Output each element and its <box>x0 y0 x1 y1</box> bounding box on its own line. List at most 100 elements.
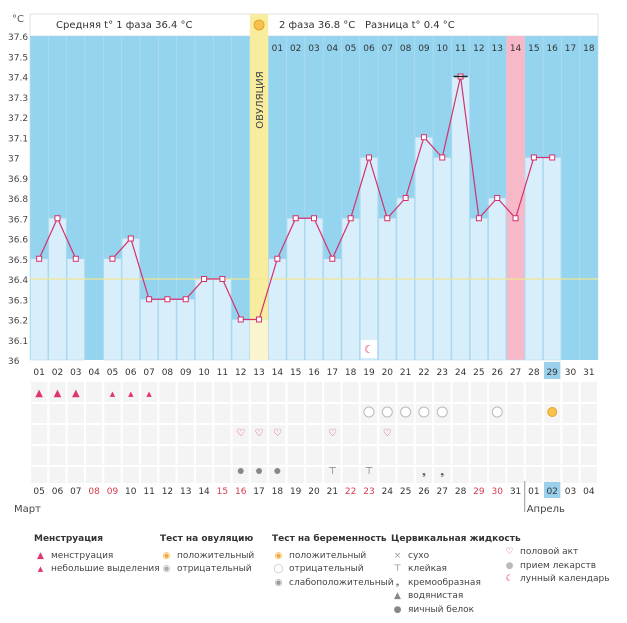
date-label: 02 <box>52 368 63 378</box>
marker-cell <box>469 403 489 424</box>
marker-cell <box>451 403 470 424</box>
date-label: 06 <box>125 368 137 378</box>
calendar-date-label: 28 <box>455 487 467 497</box>
cycle-day-label: 15 <box>528 44 539 54</box>
date-label: 14 <box>272 368 284 378</box>
marker-cell <box>451 445 470 466</box>
marker-cell <box>213 466 232 484</box>
marker-cell <box>48 381 67 403</box>
marker-cell <box>158 424 177 445</box>
marker-cell <box>66 381 85 403</box>
marker-cell <box>48 466 67 484</box>
temperature-point <box>420 134 427 141</box>
cycle-day-label: 08 <box>400 44 412 54</box>
calendar-date-label: 08 <box>88 487 100 497</box>
pill-icon: ● <box>505 560 514 571</box>
legend-label: кремообразная <box>408 577 481 588</box>
marker-cell <box>579 381 599 403</box>
cycle-day-label: 14 <box>510 44 522 54</box>
marker-cell <box>286 445 305 466</box>
date-label: 23 <box>437 368 448 378</box>
calendar-date-label: 11 <box>143 487 154 497</box>
marker-cell <box>579 445 599 466</box>
temperature-bar <box>524 157 543 361</box>
temperature-point <box>237 316 244 323</box>
temperature-bar <box>433 157 452 361</box>
calendar-date-label: 01 <box>528 487 539 497</box>
legend-title-menstruation: Менструация <box>34 534 103 544</box>
temperature-bar <box>30 258 49 361</box>
temperature-bar <box>48 218 67 361</box>
sticky-icon: ⊤ <box>393 564 402 574</box>
date-label: 18 <box>345 368 357 378</box>
y-tick-label: 37.6 <box>8 33 28 43</box>
marker-cell <box>103 466 122 484</box>
cycle-day-label: 06 <box>363 44 375 54</box>
calendar-date-label: 02 <box>546 487 557 497</box>
marker-cell <box>268 403 287 424</box>
temperature-bar <box>341 218 360 361</box>
temperature-point <box>146 296 153 303</box>
marker-cell <box>139 466 159 484</box>
cycle-day-label: 04 <box>327 44 339 54</box>
temperature-bar <box>305 218 323 361</box>
date-label: 08 <box>162 368 174 378</box>
marker-cell <box>359 424 379 445</box>
month-label-march: Март <box>14 504 41 515</box>
marker-cell <box>84 466 104 484</box>
spotting-icon: ▲ <box>146 390 152 398</box>
y-tick-label: 37 <box>8 155 19 165</box>
date-label: 30 <box>565 368 577 378</box>
legend-label: половой акт <box>520 547 579 557</box>
spotting-icon: ▲ <box>128 390 134 398</box>
marker-cell <box>488 466 507 484</box>
marker-cell <box>323 466 342 484</box>
temperature-point <box>256 316 263 323</box>
marker-cell <box>139 445 159 466</box>
calendar-date-label: 21 <box>327 487 338 497</box>
menstruation-drops-icon: ▲ <box>37 550 44 561</box>
temperature-point <box>549 154 556 161</box>
marker-cell <box>158 381 177 403</box>
pregnancy-test-icon <box>418 406 430 418</box>
small-drop-icon: ▲ <box>37 565 44 573</box>
temperature-point <box>530 154 537 161</box>
marker-cell <box>176 466 195 484</box>
legend-title-cervical: Цервикальная жидкость <box>391 534 521 544</box>
y-tick-label: 37.5 <box>8 53 28 63</box>
marker-cell <box>268 424 287 445</box>
calendar-date-label: 17 <box>253 487 264 497</box>
calendar-date-label: 14 <box>198 487 210 497</box>
ovulation-negative-icon: ◉ <box>162 564 171 574</box>
date-label: 01 <box>33 368 44 378</box>
marker-cell <box>341 445 360 466</box>
y-tick-label: 36.4 <box>8 276 28 286</box>
temperature-point <box>164 296 171 303</box>
marker-cell <box>103 403 122 424</box>
temperature-bar <box>158 299 177 361</box>
date-label: 25 <box>473 368 484 378</box>
highlight-day-cell <box>544 362 561 379</box>
marker-cell <box>158 403 177 424</box>
marker-cell <box>433 466 452 484</box>
y-tick-label: 36.9 <box>8 175 28 185</box>
marker-cell <box>323 381 342 403</box>
marker-cell <box>414 445 434 466</box>
marker-cell <box>66 424 85 445</box>
temperature-point <box>512 215 519 222</box>
marker-cell <box>268 381 287 403</box>
marker-cell <box>524 424 544 445</box>
marker-cell <box>323 445 342 466</box>
cycle-day-label: 09 <box>418 44 430 54</box>
calendar-date-label: 13 <box>180 487 191 497</box>
marker-cell <box>396 424 415 445</box>
marker-cell <box>359 466 379 484</box>
cycle-day-label: 10 <box>437 44 449 54</box>
moon-icon: ☾ <box>505 574 514 584</box>
marker-cell <box>378 445 397 466</box>
marker-cell <box>561 424 580 445</box>
marker-cell <box>341 424 360 445</box>
marker-cell <box>103 381 122 403</box>
marker-cell <box>304 445 324 466</box>
calendar-date-label: 20 <box>308 487 320 497</box>
